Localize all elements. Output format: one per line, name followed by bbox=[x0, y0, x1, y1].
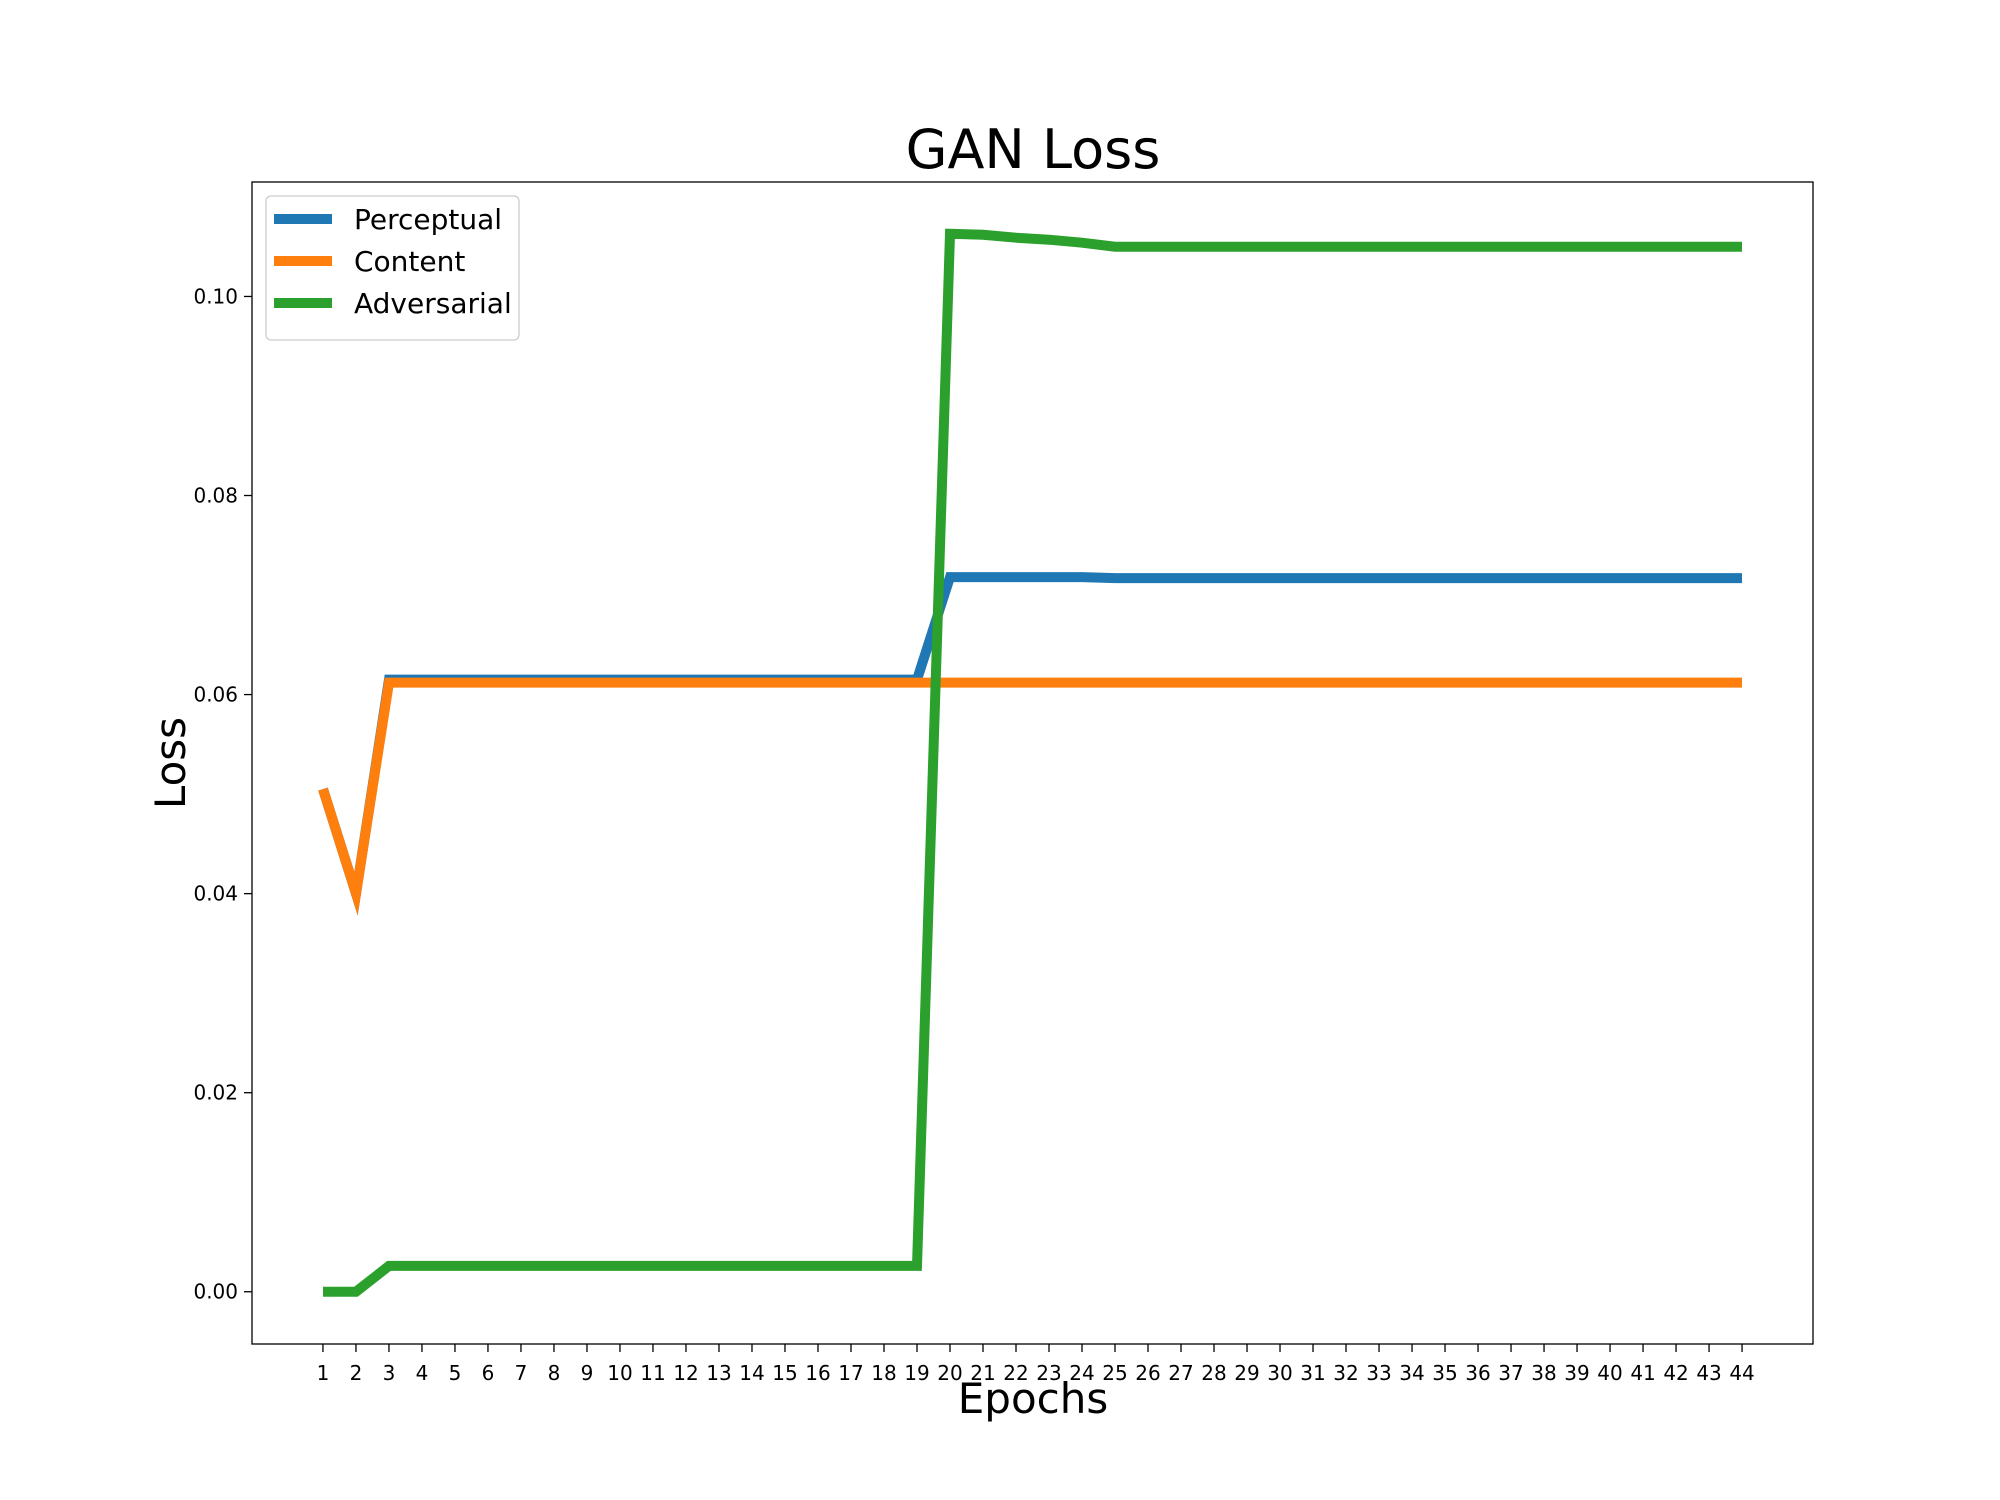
x-tick-label: 32 bbox=[1333, 1361, 1358, 1385]
legend: Perceptual Content Adversarial bbox=[265, 195, 520, 341]
y-tick-label: 0.10 bbox=[193, 284, 238, 308]
x-tick-label: 6 bbox=[482, 1361, 495, 1385]
x-tick-label: 25 bbox=[1102, 1361, 1127, 1385]
x-tick-label: 5 bbox=[449, 1361, 462, 1385]
x-tick-label: 35 bbox=[1432, 1361, 1457, 1385]
chart-title: GAN Loss bbox=[906, 118, 1161, 181]
x-tick-label: 34 bbox=[1399, 1361, 1424, 1385]
x-tick-label: 26 bbox=[1135, 1361, 1160, 1385]
y-tick-label: 0.00 bbox=[193, 1280, 238, 1304]
x-tick-label: 43 bbox=[1696, 1361, 1721, 1385]
x-tick-label: 7 bbox=[515, 1361, 528, 1385]
x-tick-label: 30 bbox=[1267, 1361, 1292, 1385]
x-tick-label: 31 bbox=[1300, 1361, 1325, 1385]
y-tick-label: 0.08 bbox=[193, 484, 238, 508]
y-tick-label: 0.06 bbox=[193, 683, 238, 707]
x-tick-label: 3 bbox=[383, 1361, 396, 1385]
x-tick-label: 23 bbox=[1036, 1361, 1061, 1385]
x-axis-label: Epochs bbox=[958, 1374, 1109, 1423]
y-axis-label: Loss bbox=[146, 717, 195, 809]
x-tick-label: 39 bbox=[1564, 1361, 1589, 1385]
x-tick-label: 17 bbox=[838, 1361, 863, 1385]
x-tick-label: 1 bbox=[317, 1361, 330, 1385]
x-axis-ticks: 1 2 3 4 5 6 7 8 9 10 11 12 13 14 15 16 17 18 19 20 21 22 23 24 2… bbox=[317, 1344, 1755, 1385]
plot-frame bbox=[251, 181, 1814, 1345]
y-axis-ticks: 0.00 0.02 0.04 0.06 0.08 0.10 bbox=[193, 284, 252, 1304]
x-tick-label: 21 bbox=[970, 1361, 995, 1385]
x-tick-label: 18 bbox=[871, 1361, 896, 1385]
x-tick-label: 15 bbox=[772, 1361, 797, 1385]
x-tick-label: 38 bbox=[1531, 1361, 1556, 1385]
x-tick-label: 36 bbox=[1465, 1361, 1490, 1385]
x-tick-label: 11 bbox=[640, 1361, 665, 1385]
x-tick-label: 40 bbox=[1597, 1361, 1622, 1385]
x-tick-label: 14 bbox=[739, 1361, 764, 1385]
x-tick-label: 9 bbox=[581, 1361, 594, 1385]
x-tick-label: 16 bbox=[805, 1361, 830, 1385]
x-tick-label: 27 bbox=[1168, 1361, 1193, 1385]
series-line-adversarial bbox=[323, 228, 1742, 1297]
x-tick-label: 44 bbox=[1729, 1361, 1754, 1385]
series-lines bbox=[318, 228, 1742, 1297]
x-tick-label: 28 bbox=[1201, 1361, 1226, 1385]
x-tick-label: 10 bbox=[607, 1361, 632, 1385]
x-tick-label: 22 bbox=[1003, 1361, 1028, 1385]
x-tick-label: 42 bbox=[1663, 1361, 1688, 1385]
y-tick-label: 0.02 bbox=[193, 1081, 238, 1105]
x-tick-label: 8 bbox=[548, 1361, 561, 1385]
legend-label: Adversarial bbox=[354, 287, 512, 320]
legend-label: Content bbox=[354, 245, 465, 278]
series-line-content bbox=[318, 677, 1742, 916]
x-tick-label: 19 bbox=[904, 1361, 929, 1385]
legend-label: Perceptual bbox=[354, 203, 502, 236]
x-tick-label: 12 bbox=[673, 1361, 698, 1385]
x-tick-label: 41 bbox=[1630, 1361, 1655, 1385]
x-tick-label: 29 bbox=[1234, 1361, 1259, 1385]
x-tick-label: 24 bbox=[1069, 1361, 1094, 1385]
x-tick-label: 2 bbox=[350, 1361, 363, 1385]
x-tick-label: 4 bbox=[416, 1361, 429, 1385]
x-tick-label: 33 bbox=[1366, 1361, 1391, 1385]
y-tick-label: 0.04 bbox=[193, 882, 238, 906]
x-tick-label: 20 bbox=[937, 1361, 962, 1385]
x-tick-label: 37 bbox=[1498, 1361, 1523, 1385]
x-tick-label: 13 bbox=[706, 1361, 731, 1385]
